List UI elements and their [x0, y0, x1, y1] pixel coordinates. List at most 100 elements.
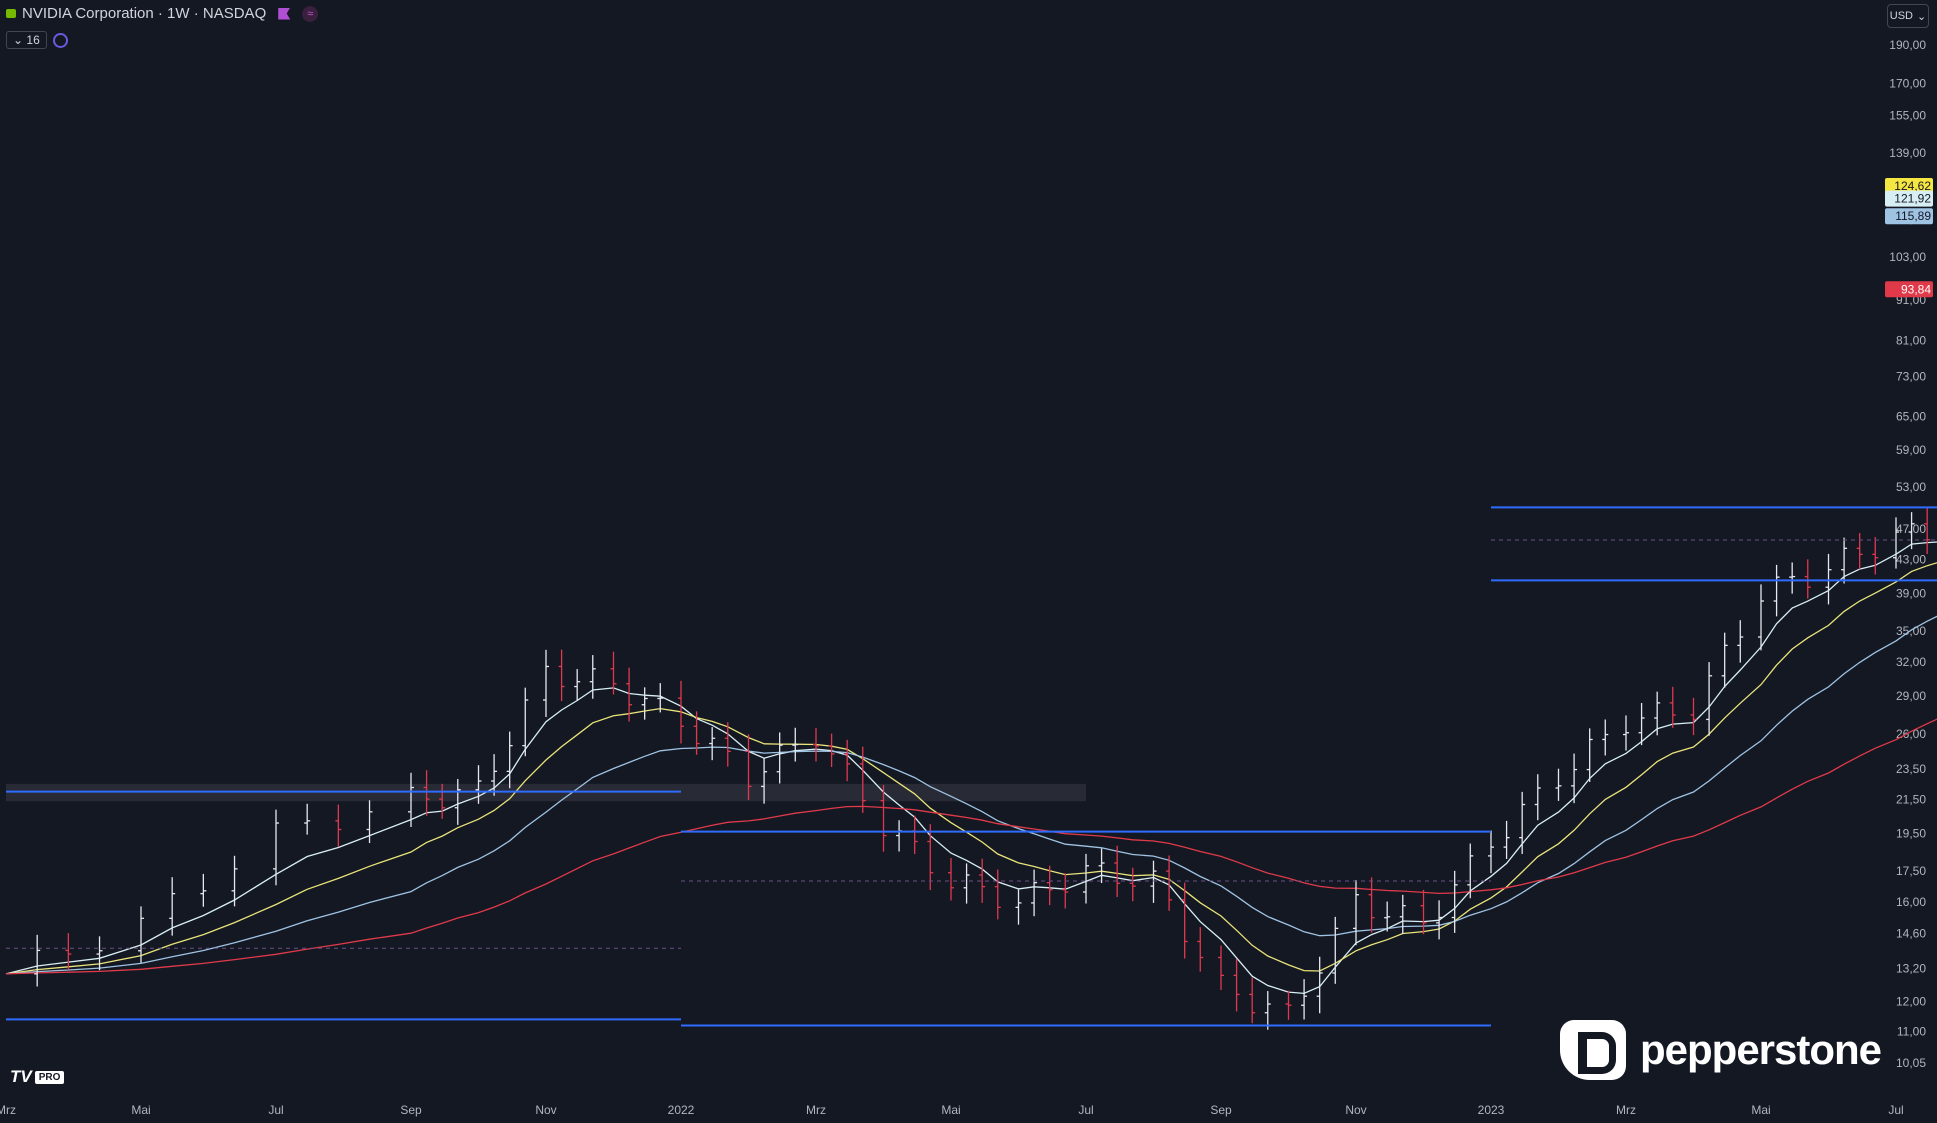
y-tick-label: 170,00 — [1889, 77, 1926, 91]
ohlc-bar — [1534, 774, 1541, 821]
ohlc-bar — [273, 809, 279, 886]
symbol-title[interactable]: NVIDIA Corporation · 1W · NASDAQ — [22, 5, 267, 22]
ohlc-bar — [859, 746, 866, 813]
ohlc-bar — [994, 869, 1001, 920]
ema-slow-line — [5, 615, 1937, 975]
last-value-label: 115,89 — [1885, 208, 1933, 225]
ohlc-bar — [1488, 830, 1494, 874]
ohlc-bar — [745, 734, 752, 800]
pepperstone-logo: pepperstone — [1560, 1020, 1882, 1080]
indicator-settings-icon[interactable] — [52, 32, 68, 48]
y-tick-label: 19,50 — [1896, 826, 1926, 840]
x-tick-label: Sep — [1210, 1103, 1232, 1117]
y-tick-label: 21,50 — [1896, 793, 1926, 807]
pro-badge: PRO — [34, 1070, 65, 1084]
y-tick-label: 73,00 — [1896, 369, 1926, 383]
ohlc-bar — [1353, 879, 1359, 946]
ohlc-bar — [454, 778, 461, 825]
ohlc-bar — [1841, 537, 1848, 584]
ohlc-bar — [231, 855, 238, 907]
ohlc-bar — [963, 863, 970, 904]
ohlc-bar — [828, 733, 835, 767]
y-tick-label: 65,00 — [1896, 409, 1926, 423]
ohlc-bar — [1181, 882, 1188, 959]
x-tick-label: Nov — [535, 1103, 556, 1117]
y-tick-label: 29,00 — [1896, 689, 1926, 703]
ohlc-bar — [761, 758, 768, 804]
ohlc-bar — [1384, 901, 1391, 932]
ohlc-bar — [880, 784, 887, 852]
ohlc-bar — [1893, 517, 1899, 569]
ohlc-bar — [693, 711, 700, 755]
ohlc-bar — [813, 727, 819, 762]
ohlc-bar — [1555, 768, 1562, 801]
currency-label: USD — [1889, 10, 1913, 22]
indicator-count: 16 — [26, 33, 40, 47]
indicator-bar: ⌄ 16 — [6, 31, 68, 49]
ohlc-bar — [1924, 507, 1931, 555]
ohlc-bar — [1519, 791, 1526, 854]
y-tick-label: 59,00 — [1896, 443, 1926, 457]
last-value-text: 115,89 — [1895, 209, 1931, 223]
ohlc-bar — [657, 683, 664, 713]
x-tick-label: 2023 — [1478, 1103, 1505, 1117]
currency-select[interactable]: USD ⌄ — [1887, 4, 1929, 28]
y-tick-label: 12,00 — [1896, 995, 1926, 1009]
chart-header: NVIDIA Corporation · 1W · NASDAQ ≈ — [6, 5, 319, 22]
ohlc-bar — [1467, 843, 1474, 899]
x-tick-label: Jul — [268, 1103, 283, 1117]
y-tick-label: 103,00 — [1889, 250, 1926, 264]
x-tick-label: Sep — [400, 1103, 422, 1117]
y-tick-label: 190,00 — [1889, 38, 1926, 52]
ohlc-bar — [792, 727, 799, 762]
y-tick-label: 16,00 — [1896, 895, 1926, 909]
ohlc-bar — [1264, 991, 1271, 1030]
ohlc-bar — [1015, 889, 1022, 925]
last-value-text: 121,92 — [1894, 192, 1931, 206]
chevron-down-icon: ⌄ — [1917, 10, 1927, 23]
ohlc-bar — [1804, 559, 1811, 599]
x-tick-label: Nov — [1345, 1103, 1366, 1117]
ohlc-bar — [491, 754, 498, 796]
y-tick-label: 14,60 — [1896, 927, 1926, 941]
ohlc-bar — [1098, 848, 1105, 884]
ohlc-bar — [709, 727, 716, 761]
ohlc-bar — [626, 667, 633, 722]
ohlc-bar — [1436, 900, 1443, 940]
last-value-label: 121,92 — [1885, 190, 1933, 207]
indicator-toggle-button[interactable]: ⌄ 16 — [6, 31, 47, 49]
ohlc-bar — [1332, 916, 1339, 984]
ohlc-bar — [948, 858, 954, 901]
ohlc-bar — [1856, 533, 1863, 570]
y-tick-label: 23,50 — [1896, 762, 1926, 776]
ohlc-bar — [408, 772, 414, 827]
ema-mid-line — [5, 562, 1937, 975]
ohlc-bar — [1503, 820, 1510, 859]
flag-icon[interactable] — [278, 7, 291, 20]
ohlc-bar — [366, 800, 373, 844]
x-tick-label: 2022 — [668, 1103, 695, 1117]
y-tick-label: 13,20 — [1896, 962, 1926, 976]
x-tick-label: Mai — [941, 1103, 960, 1117]
ohlc-bar — [1654, 691, 1661, 736]
y-tick-label: 39,00 — [1896, 586, 1926, 600]
last-value-label: 93,84 — [1885, 281, 1933, 298]
ohlc-bar — [1150, 860, 1157, 903]
ohlc-bar — [574, 669, 581, 701]
tradingview-logo-icon: TV — [10, 1067, 32, 1086]
ohlc-bar — [423, 770, 430, 816]
y-tick-label: 53,00 — [1896, 480, 1926, 494]
x-tick-label: Mrz — [1616, 1103, 1636, 1117]
ohlc-bar — [641, 687, 648, 720]
ohlc-bar — [1586, 728, 1593, 782]
ohlc-bar — [439, 783, 446, 819]
ohlc-bar — [1062, 873, 1069, 909]
ohlc-bar — [506, 731, 513, 789]
last-value-bg — [1885, 208, 1933, 225]
ohlc-bar — [1789, 562, 1796, 594]
ohlc-bar — [1316, 956, 1323, 1014]
compare-icon[interactable]: ≈ — [302, 5, 319, 22]
last-value-bg — [1885, 190, 1933, 207]
ohlc-bar — [1301, 979, 1308, 1020]
